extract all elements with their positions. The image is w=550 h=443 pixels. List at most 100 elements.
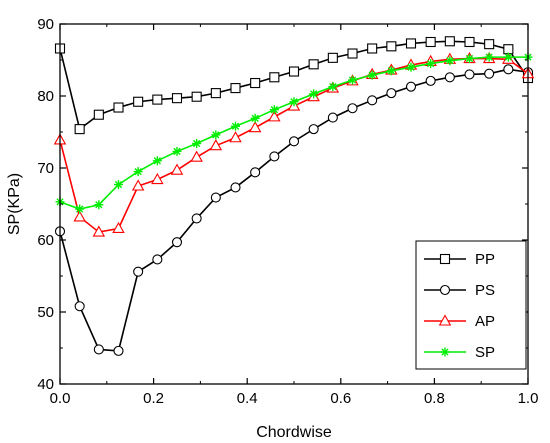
series-pp-point bbox=[347, 48, 358, 59]
axes-layer: 0.0 0.2 0.4 0.6 0.8 1.0 40 50 60 70 80 90 bbox=[37, 16, 538, 407]
series-ap-point bbox=[112, 221, 125, 234]
series-sp-point bbox=[426, 59, 436, 69]
series-sp-point bbox=[309, 89, 319, 99]
legend-item-ps: PS bbox=[424, 282, 495, 299]
series-ps-point bbox=[308, 124, 319, 135]
series-pp-point bbox=[308, 59, 319, 70]
y-tick-label: 70 bbox=[37, 160, 54, 177]
x-tick-label: 0.4 bbox=[237, 390, 258, 407]
series-pp-point bbox=[250, 77, 261, 89]
series-sp-point bbox=[484, 52, 494, 62]
series-sp-point bbox=[465, 54, 474, 64]
series-ps-point bbox=[269, 151, 280, 162]
series-ps-point bbox=[288, 136, 300, 147]
series-pp-point bbox=[425, 36, 436, 48]
series-ps-point bbox=[444, 72, 455, 83]
series-ps-point bbox=[464, 69, 475, 80]
series-ap-point bbox=[268, 110, 281, 122]
legend-item-sp: SP bbox=[424, 344, 495, 361]
series-ps-point bbox=[133, 266, 144, 277]
series-ps-point bbox=[327, 112, 338, 123]
x-tick-label: 1.0 bbox=[518, 390, 539, 407]
y-tick-label: 90 bbox=[37, 16, 54, 33]
x-axis-title: Chordwise bbox=[256, 424, 332, 441]
series-ps-point bbox=[405, 81, 417, 92]
series-ps-point bbox=[250, 167, 261, 178]
series-ap-point bbox=[248, 121, 262, 133]
y-axis-title: SP(KPa) bbox=[6, 173, 23, 235]
series-pp bbox=[54, 36, 534, 135]
series-pp-point bbox=[133, 96, 144, 107]
series-pp-point bbox=[171, 93, 183, 104]
y-tick-label: 80 bbox=[37, 88, 54, 105]
series-sp-point bbox=[172, 146, 182, 156]
series-pp-point bbox=[288, 66, 300, 77]
series-ap-point bbox=[170, 163, 184, 175]
x-tick-label: 0.0 bbox=[50, 390, 71, 407]
series-sp-point bbox=[114, 180, 123, 190]
series-sp-point bbox=[445, 56, 455, 66]
series-ap-point bbox=[229, 131, 242, 143]
series-sp-point bbox=[289, 97, 299, 107]
legend-label-pp: PP bbox=[475, 251, 495, 268]
series-sp-point bbox=[328, 82, 338, 92]
legend-label-sp: SP bbox=[475, 344, 495, 361]
series-layer bbox=[53, 36, 535, 356]
series-pp-point bbox=[93, 109, 104, 120]
legend-marker-ap bbox=[438, 314, 452, 326]
legend-label-ps: PS bbox=[475, 282, 495, 299]
legend-label-ap: AP bbox=[475, 313, 495, 330]
series-sp-point bbox=[231, 121, 240, 131]
series-sp bbox=[55, 52, 533, 214]
series-sp-point bbox=[503, 52, 513, 62]
series-ps-point bbox=[93, 344, 104, 355]
series-ps-point bbox=[484, 68, 495, 79]
series-ps-point bbox=[113, 345, 124, 356]
series-pp-point bbox=[191, 91, 202, 102]
series-sp-point bbox=[250, 113, 260, 123]
series-ps-point bbox=[347, 103, 358, 114]
y-tick-label: 50 bbox=[37, 304, 54, 321]
series-pp-point bbox=[113, 102, 124, 113]
y-tick-label: 40 bbox=[37, 376, 54, 393]
legend-marker-ps bbox=[439, 284, 451, 296]
series-sp-point bbox=[269, 105, 279, 115]
series-pp-point bbox=[269, 72, 280, 83]
y-tick-label: 60 bbox=[37, 232, 54, 249]
series-pp-point bbox=[152, 94, 163, 105]
series-pp-point bbox=[464, 36, 475, 48]
series-sp-point bbox=[152, 156, 162, 166]
series-ap-point bbox=[190, 150, 203, 162]
series-sp-point bbox=[406, 62, 416, 72]
legend-marker-sp bbox=[440, 347, 450, 357]
legend-item-ap: AP bbox=[424, 313, 495, 330]
series-pp-point bbox=[386, 41, 397, 52]
series-ap-point bbox=[73, 210, 86, 222]
series-ps-point bbox=[425, 75, 436, 86]
legend-marker-pp bbox=[439, 253, 451, 265]
series-ps-point bbox=[210, 192, 221, 203]
series-sp-point bbox=[386, 66, 396, 76]
series-sp-point bbox=[94, 200, 104, 210]
series-pp-point bbox=[484, 39, 495, 50]
series-ap-point bbox=[209, 139, 223, 151]
series-pp-point bbox=[210, 88, 221, 99]
series-ps-point bbox=[503, 64, 514, 75]
series-pp-point bbox=[230, 83, 241, 94]
series-sp-point bbox=[75, 204, 85, 214]
series-ap-point bbox=[151, 172, 164, 185]
series-pp-point bbox=[444, 36, 455, 47]
series-sp-point bbox=[367, 70, 377, 80]
series-sp-point bbox=[211, 130, 221, 140]
series-ps-point bbox=[171, 237, 183, 248]
x-tick-label: 0.2 bbox=[143, 390, 164, 407]
series-ps-point bbox=[386, 88, 397, 99]
x-tick-label: 0.6 bbox=[330, 390, 351, 407]
series-ps-point bbox=[230, 182, 241, 193]
legend: PP PS AP SP bbox=[415, 240, 527, 370]
series-ap-point bbox=[131, 179, 145, 191]
series-sp-point bbox=[348, 75, 357, 85]
series-pp-point bbox=[503, 44, 514, 55]
x-tick-label: 0.8 bbox=[424, 390, 445, 407]
